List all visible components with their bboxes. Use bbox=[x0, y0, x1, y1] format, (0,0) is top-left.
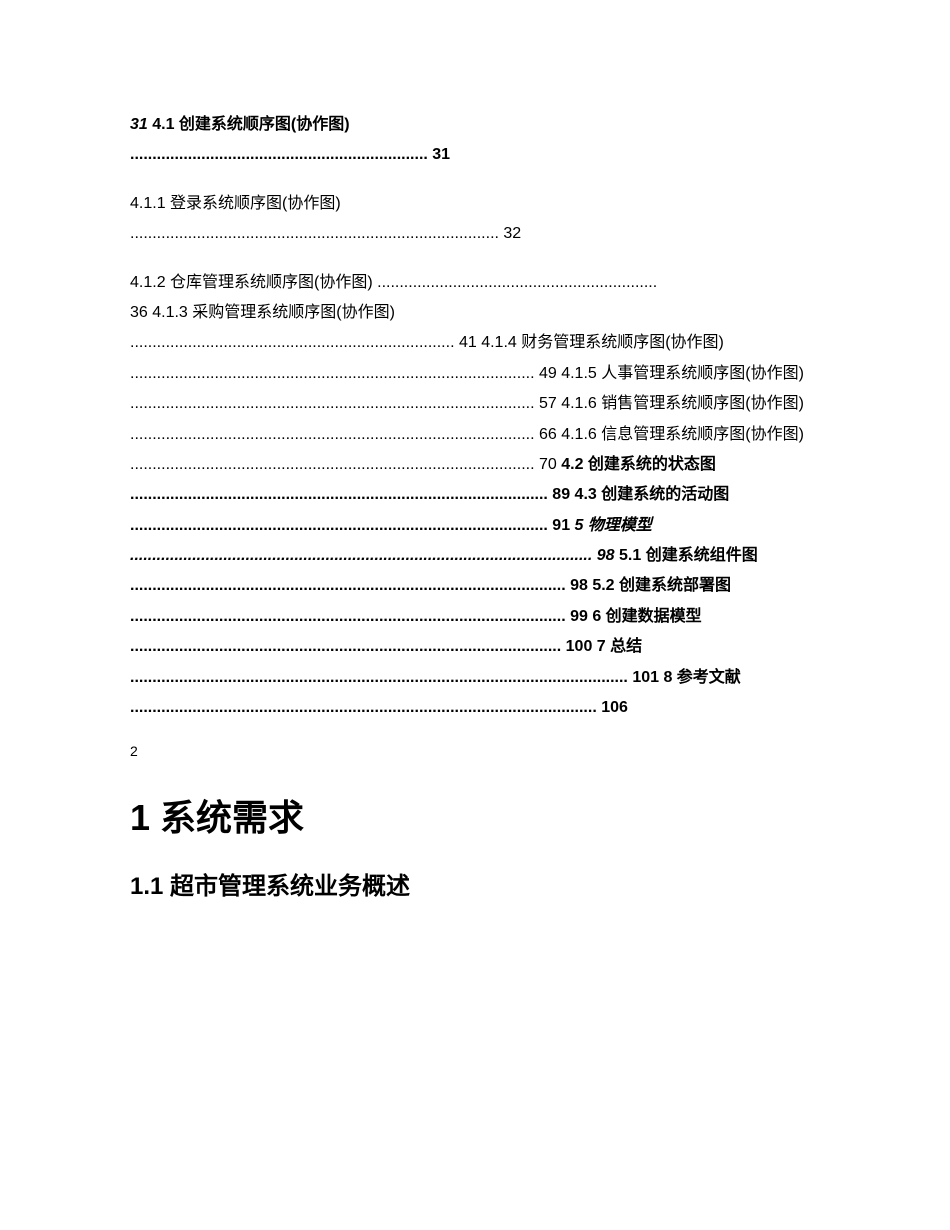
toc-prefix-31: 31 bbox=[130, 116, 148, 133]
page-number: 2 bbox=[130, 743, 820, 759]
heading-level-1: 1 系统需求 bbox=[130, 789, 820, 841]
toc-line-1: 31 4.1 创建系统顺序图(协作图) bbox=[130, 110, 820, 140]
toc-flow: ........................................… bbox=[130, 328, 820, 723]
heading-level-2: 1.1 超市管理系统业务概述 bbox=[130, 866, 820, 901]
toc-dots-1: ........................................… bbox=[130, 140, 820, 170]
toc-entry-4-1-2: 4.1.2 仓库管理系统顺序图(协作图) ...................… bbox=[130, 268, 820, 298]
toc-bold-remaining: 5.1 创建系统组件图 ............................… bbox=[130, 547, 758, 716]
toc-section: 31 4.1 创建系统顺序图(协作图) ....................… bbox=[130, 110, 820, 723]
toc-entries-mixed: ........................................… bbox=[130, 334, 804, 473]
toc-dots-2: ........................................… bbox=[130, 219, 820, 249]
toc-entry-4-1: 4.1 创建系统顺序图(协作图) bbox=[148, 116, 350, 133]
toc-entry-4-1-1: 4.1.1 登录系统顺序图(协作图) bbox=[130, 189, 820, 219]
toc-entry-4-1-3: 36 4.1.3 采购管理系统顺序图(协作图) bbox=[130, 298, 820, 328]
